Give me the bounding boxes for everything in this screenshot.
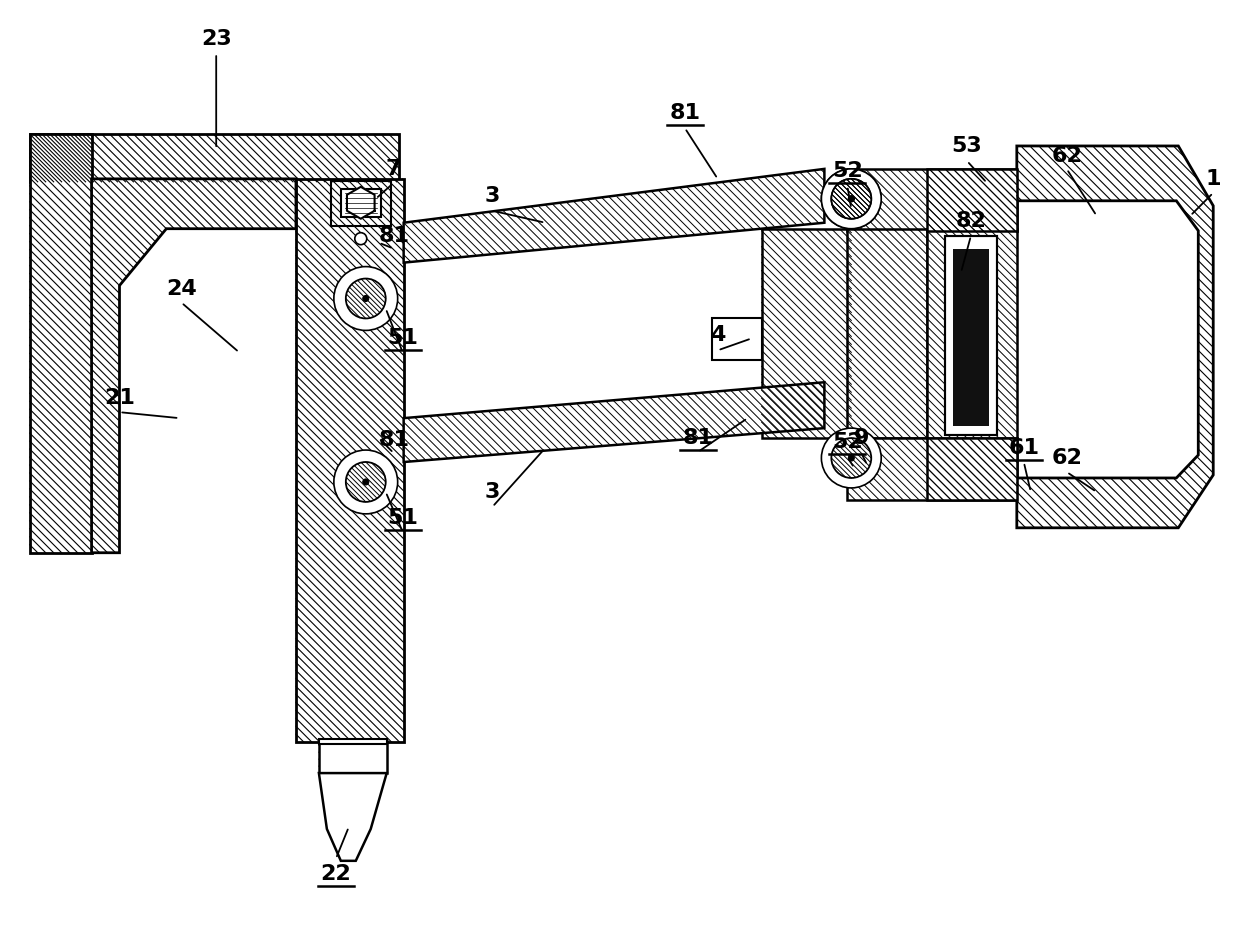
Bar: [319, 742, 387, 773]
Text: 22: 22: [320, 864, 351, 884]
Text: 81: 81: [378, 430, 409, 450]
Circle shape: [831, 178, 872, 219]
Text: 81: 81: [378, 226, 409, 246]
Circle shape: [363, 295, 368, 302]
Text: 52: 52: [832, 432, 863, 452]
Text: 21: 21: [104, 389, 135, 408]
Text: 4: 4: [711, 325, 725, 346]
Text: 9: 9: [853, 428, 869, 448]
Circle shape: [821, 169, 882, 229]
Text: 62: 62: [1052, 146, 1083, 166]
Circle shape: [831, 438, 872, 478]
Bar: [319, 739, 387, 744]
Bar: [847, 169, 1017, 231]
Text: 82: 82: [956, 211, 986, 231]
Polygon shape: [319, 773, 387, 861]
Polygon shape: [347, 187, 374, 219]
Bar: [928, 438, 1017, 500]
Text: 7: 7: [386, 159, 402, 179]
Circle shape: [831, 178, 872, 219]
Text: 1: 1: [1205, 169, 1221, 189]
Text: 81: 81: [682, 428, 713, 448]
Text: 51: 51: [387, 508, 418, 528]
Text: 23: 23: [201, 29, 232, 50]
Text: 81: 81: [670, 103, 701, 123]
Text: 52: 52: [832, 161, 863, 181]
Bar: [761, 229, 852, 438]
Text: 51: 51: [387, 329, 418, 348]
Bar: [945, 235, 997, 435]
Circle shape: [821, 169, 882, 229]
Text: 53: 53: [951, 136, 982, 156]
Bar: [954, 248, 988, 426]
Polygon shape: [404, 169, 825, 262]
Circle shape: [355, 233, 367, 245]
Circle shape: [821, 428, 882, 488]
Circle shape: [848, 196, 854, 202]
Bar: [847, 229, 928, 438]
Text: 3: 3: [485, 186, 500, 205]
Circle shape: [334, 450, 398, 514]
Polygon shape: [404, 382, 825, 462]
Bar: [712, 318, 761, 361]
Circle shape: [346, 278, 386, 318]
Bar: [928, 229, 1017, 438]
Circle shape: [334, 266, 398, 331]
Bar: [30, 134, 92, 553]
Bar: [945, 235, 997, 435]
Bar: [331, 181, 391, 226]
Polygon shape: [92, 178, 296, 553]
Text: 62: 62: [1052, 448, 1083, 468]
Circle shape: [848, 196, 854, 202]
Text: 3: 3: [485, 482, 500, 502]
Bar: [928, 169, 1017, 231]
Bar: [30, 134, 399, 182]
Bar: [296, 178, 404, 743]
Circle shape: [848, 455, 854, 461]
Circle shape: [346, 462, 386, 502]
Circle shape: [363, 479, 368, 485]
Polygon shape: [1017, 146, 1213, 528]
Text: 24: 24: [166, 278, 197, 299]
Bar: [341, 189, 381, 217]
Bar: [847, 438, 1017, 500]
Text: 61: 61: [1008, 438, 1039, 458]
